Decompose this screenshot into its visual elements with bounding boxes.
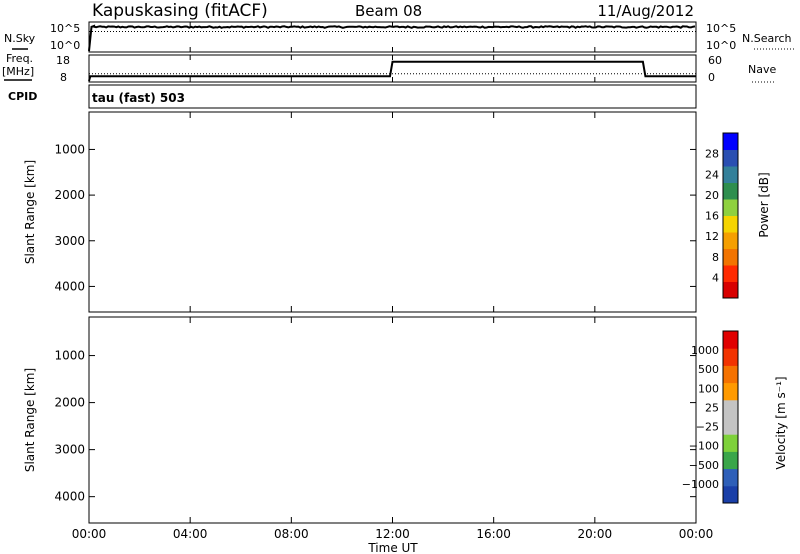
colorbar-frame (722, 132, 739, 299)
colorbar-segment (723, 232, 738, 249)
freq-label: Freq. (6, 52, 33, 65)
noise-tick-high-right: 10^5 (706, 22, 736, 35)
beam-label: Beam 08 (355, 2, 422, 20)
colorbar-tick-label: 8 (712, 251, 719, 264)
colorbar-tick-label: 24 (705, 168, 719, 181)
cpid-panel: CPID tau (fast) 503 (8, 84, 697, 109)
y-tick-label: 3000 (54, 234, 85, 248)
power-y-ticks: 1000 2000 3000 4000 (54, 142, 696, 293)
colorbar-tick-label: 20 (705, 189, 719, 202)
station-title: Kapuskasing (fitACF) (92, 1, 268, 21)
colorbar-segment (723, 281, 738, 299)
nsky-label: N.Sky (4, 32, 36, 45)
noise-tick-low-left: 10^0 (50, 39, 80, 52)
nave-tick-high: 60 (708, 54, 722, 67)
cpid-label: CPID (8, 90, 37, 103)
cpid-value: tau (fast) 503 (92, 91, 185, 105)
colorbar-segment (723, 215, 738, 233)
colorbar-segment (723, 199, 738, 216)
nsky-series-line (88, 24, 696, 52)
colorbar-tick-label: 4 (712, 271, 719, 284)
freq-tick-low: 8 (60, 71, 67, 84)
power-colorbar: 28 24 20 16 12 8 4 (705, 132, 739, 299)
colorbar-segment (723, 149, 738, 167)
power-panel: 1000 2000 3000 4000 Slant Range [km] 28 24 20… (23, 111, 771, 313)
frequency-panel: Freq. [MHz] 18 8 60 0 Nave (2, 52, 776, 84)
colorbar-segment (723, 265, 738, 282)
noise-tick-low-right: 10^0 (706, 39, 736, 52)
nave-tick-low: 0 (708, 71, 715, 84)
colorbar-segment (723, 182, 738, 200)
noise-tick-high-left: 10^5 (50, 22, 80, 35)
noise-panel: N.Sky 10^5 10^0 10^5 10^0 N.Search (4, 21, 796, 53)
colorbar-tick-label: 12 (705, 230, 719, 243)
colorbar-segment (723, 248, 738, 266)
y-tick-label: 1000 (54, 142, 85, 156)
nsearch-label: N.Search (742, 32, 792, 45)
power-ylabel: Slant Range [km] (23, 160, 37, 264)
date-label: 11/Aug/2012 (597, 2, 694, 20)
colorbar-segment (723, 166, 738, 183)
y-tick-label: 2000 (54, 188, 85, 202)
nave-label: Nave (748, 63, 776, 76)
colorbar-tick-label: 28 (705, 148, 719, 161)
freq-unit: [MHz] (2, 65, 34, 78)
colorbar-segment (723, 133, 738, 150)
power-colorbar-label: Power [dB] (757, 172, 771, 237)
colorbar-tick-label: 16 (705, 210, 719, 223)
freq-tick-high: 18 (56, 54, 70, 67)
y-tick-label: 4000 (54, 279, 85, 293)
